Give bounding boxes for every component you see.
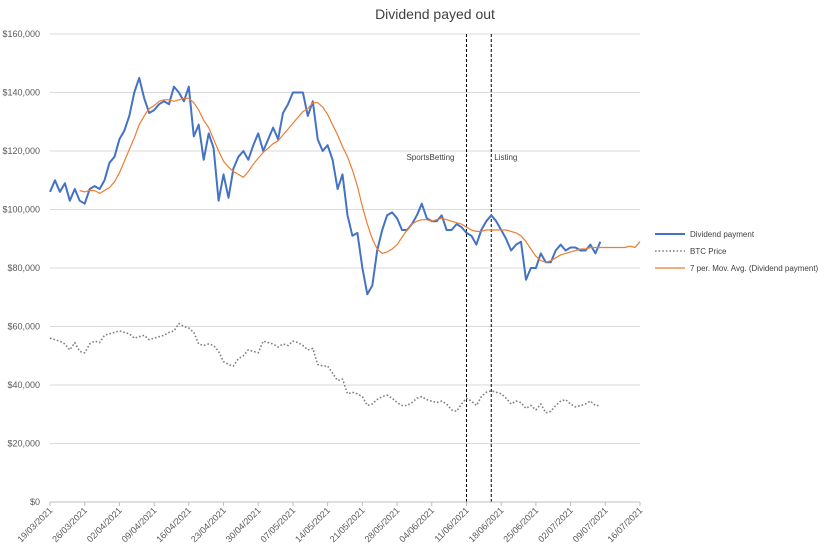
legend: Dividend payment BTC Price 7 per. Mov. Avg… <box>655 230 819 273</box>
y-tick-label: $40,000 <box>7 380 40 390</box>
y-tick-label: $0 <box>30 497 40 507</box>
legend-label: 7 per. Mov. Avg. (Dividend payment) <box>690 264 819 273</box>
event-label: SportsBetting <box>406 153 454 162</box>
series-line-3 <box>79 97 641 263</box>
y-tick-label: $140,000 <box>2 88 40 98</box>
y-tick-label: $60,000 <box>7 322 40 332</box>
legend-label: Dividend payment <box>690 230 755 239</box>
series-line-1 <box>49 76 602 296</box>
y-tick-label: $120,000 <box>2 146 40 156</box>
y-tick-label: $20,000 <box>7 439 40 449</box>
series-line-2 <box>49 322 601 414</box>
chart-title: Dividend payed out <box>375 6 495 22</box>
y-tick-label: $100,000 <box>2 205 40 215</box>
y-tick-label: $80,000 <box>7 263 40 273</box>
legend-label: BTC Price <box>690 247 727 256</box>
event-label: Listing <box>494 153 517 162</box>
y-tick-label: $160,000 <box>2 29 40 39</box>
